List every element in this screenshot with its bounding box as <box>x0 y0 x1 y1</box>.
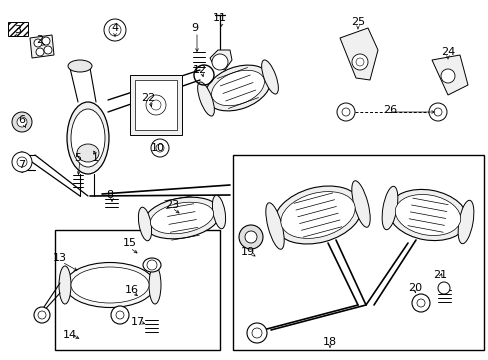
Ellipse shape <box>138 207 151 241</box>
Text: 17: 17 <box>131 317 145 327</box>
Ellipse shape <box>457 200 473 244</box>
Circle shape <box>244 231 257 243</box>
Ellipse shape <box>67 102 109 174</box>
Ellipse shape <box>17 152 27 172</box>
Ellipse shape <box>71 267 149 303</box>
Circle shape <box>336 103 354 121</box>
Ellipse shape <box>211 70 264 106</box>
Circle shape <box>351 54 367 70</box>
Ellipse shape <box>212 195 225 229</box>
Text: 15: 15 <box>123 238 137 248</box>
Circle shape <box>251 328 262 338</box>
Ellipse shape <box>71 109 105 167</box>
Circle shape <box>36 48 44 56</box>
Text: 3: 3 <box>15 25 21 35</box>
Text: 26: 26 <box>382 105 396 115</box>
Polygon shape <box>209 50 231 70</box>
Text: 25: 25 <box>350 17 365 27</box>
Circle shape <box>246 323 266 343</box>
Circle shape <box>212 54 227 70</box>
Ellipse shape <box>149 266 161 304</box>
Text: 21: 21 <box>432 270 446 280</box>
Text: 1: 1 <box>91 153 98 163</box>
Circle shape <box>34 39 42 47</box>
Text: 16: 16 <box>125 285 139 295</box>
Ellipse shape <box>265 203 284 249</box>
Circle shape <box>147 260 157 270</box>
Circle shape <box>156 144 163 152</box>
Circle shape <box>42 37 50 45</box>
Circle shape <box>411 294 429 312</box>
Text: 5: 5 <box>74 153 81 163</box>
Text: 8: 8 <box>106 190 113 200</box>
Ellipse shape <box>387 189 467 240</box>
Ellipse shape <box>68 60 92 72</box>
Bar <box>55 230 220 350</box>
Circle shape <box>12 152 32 172</box>
Circle shape <box>38 311 46 319</box>
Ellipse shape <box>59 266 71 304</box>
Circle shape <box>151 100 161 110</box>
Ellipse shape <box>142 258 161 272</box>
Text: 20: 20 <box>407 283 421 293</box>
Text: 19: 19 <box>241 247 255 257</box>
Circle shape <box>239 225 263 249</box>
Ellipse shape <box>77 144 99 162</box>
Polygon shape <box>339 28 377 80</box>
Circle shape <box>17 117 27 127</box>
Circle shape <box>416 299 424 307</box>
Ellipse shape <box>261 60 278 94</box>
Ellipse shape <box>150 202 213 234</box>
Ellipse shape <box>273 186 361 244</box>
Circle shape <box>341 108 349 116</box>
Text: 14: 14 <box>63 330 77 340</box>
Circle shape <box>116 311 124 319</box>
Text: 18: 18 <box>322 337 336 347</box>
Ellipse shape <box>280 192 354 238</box>
Circle shape <box>17 157 27 167</box>
Circle shape <box>440 69 454 83</box>
Circle shape <box>44 46 52 54</box>
Text: 7: 7 <box>19 160 25 170</box>
Text: 6: 6 <box>19 115 25 125</box>
Circle shape <box>428 103 446 121</box>
Text: 22: 22 <box>141 93 155 103</box>
Text: 23: 23 <box>164 200 179 210</box>
Bar <box>8 22 28 36</box>
Text: 10: 10 <box>151 143 164 153</box>
Ellipse shape <box>65 262 155 307</box>
Circle shape <box>111 306 129 324</box>
Bar <box>232 155 483 350</box>
Text: 11: 11 <box>213 13 226 23</box>
Ellipse shape <box>381 186 397 230</box>
Bar <box>135 80 177 130</box>
Circle shape <box>146 95 165 115</box>
Polygon shape <box>431 55 467 95</box>
Circle shape <box>12 112 32 132</box>
Text: 4: 4 <box>111 23 118 33</box>
Circle shape <box>151 139 169 157</box>
Circle shape <box>34 307 50 323</box>
Ellipse shape <box>351 181 369 227</box>
Ellipse shape <box>205 65 270 111</box>
Text: 9: 9 <box>191 23 198 33</box>
Text: 13: 13 <box>53 253 67 263</box>
Bar <box>130 75 182 135</box>
Circle shape <box>437 282 449 294</box>
Circle shape <box>109 24 121 36</box>
Circle shape <box>355 58 363 66</box>
Ellipse shape <box>143 197 220 239</box>
Circle shape <box>433 108 441 116</box>
Ellipse shape <box>197 82 214 116</box>
Ellipse shape <box>394 194 460 235</box>
Text: 2: 2 <box>37 35 43 45</box>
Text: 12: 12 <box>193 65 206 75</box>
Circle shape <box>104 19 126 41</box>
Polygon shape <box>30 35 54 58</box>
Text: 24: 24 <box>440 47 454 57</box>
